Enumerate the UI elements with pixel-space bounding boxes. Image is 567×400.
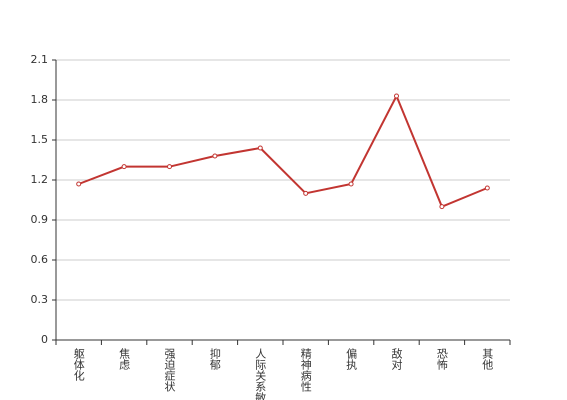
y-tick-label: 0.9 <box>31 213 49 226</box>
point <box>121 164 127 170</box>
y-tick-label: 0.3 <box>31 293 49 306</box>
x-tick-label: 精神病性 <box>299 348 312 393</box>
point <box>484 185 490 191</box>
point <box>394 93 399 99</box>
x-tick-label: 焦虑 <box>118 348 131 370</box>
point <box>212 153 218 159</box>
point <box>167 164 172 170</box>
y-tick-label: 0.6 <box>31 253 49 266</box>
line <box>78 93 488 208</box>
x-tick-label: 强迫症状 <box>163 348 176 392</box>
y-tick-label: 1.8 <box>31 93 49 106</box>
x-tick-label: 躯体化 <box>72 348 85 382</box>
x-tick-label: 敌对 <box>390 347 403 370</box>
x-tick-label: 偏执 <box>345 347 358 371</box>
point <box>257 145 263 151</box>
point <box>76 181 82 187</box>
point <box>303 190 309 196</box>
y-tick-label: 1.5 <box>31 133 49 146</box>
y-tick-label: 0 <box>41 333 48 346</box>
x-tick-label: 人际关系敏感 <box>254 348 267 400</box>
point <box>348 181 354 187</box>
x-tick-label: 抑郁 <box>208 347 221 370</box>
y-tick-label: 2.1 <box>31 53 49 66</box>
x-tick-label: 其他 <box>481 348 494 370</box>
y-tick-label: 1.2 <box>31 173 49 186</box>
x-tick-label: 恐怖 <box>435 348 448 370</box>
point <box>439 204 445 210</box>
